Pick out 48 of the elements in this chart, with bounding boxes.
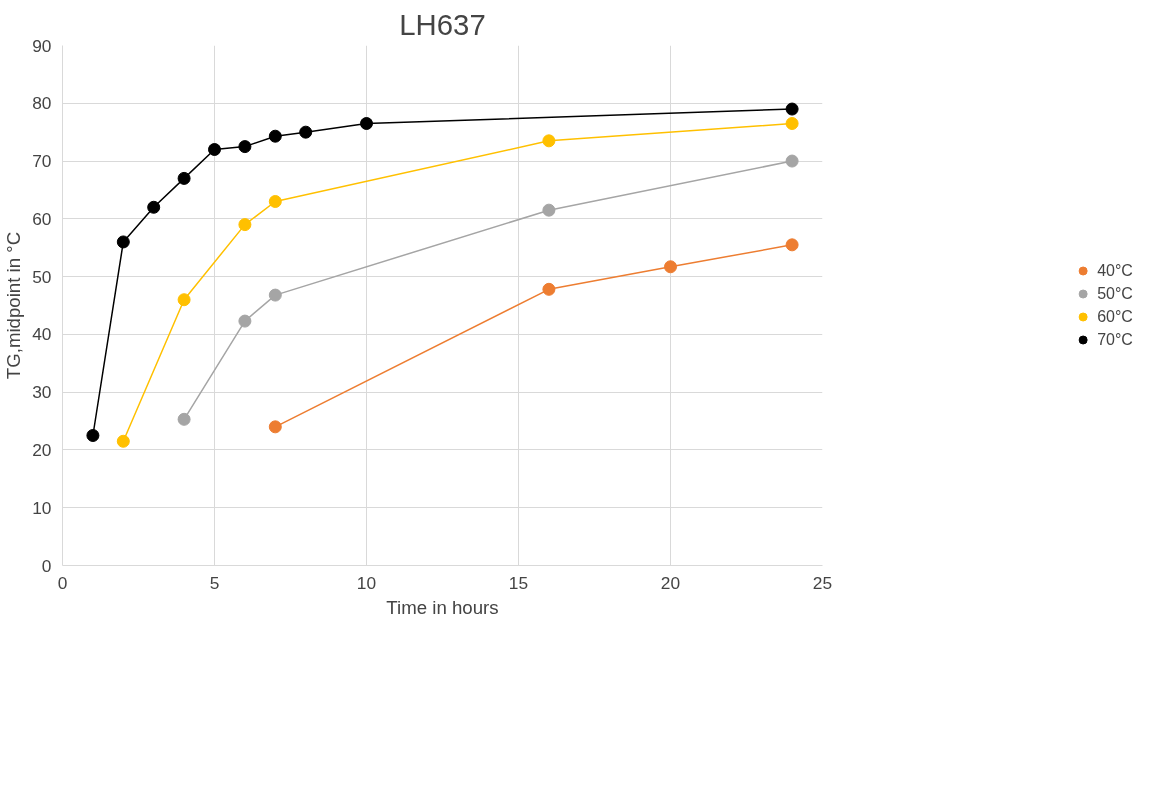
point <box>268 288 282 302</box>
point <box>299 125 313 139</box>
point <box>238 218 252 232</box>
point <box>208 143 221 156</box>
point <box>664 260 677 274</box>
point <box>116 434 130 448</box>
point <box>147 200 161 214</box>
y-tick-label: 20 <box>32 439 52 460</box>
legend-label: 40°C <box>1097 261 1133 280</box>
point <box>177 293 191 307</box>
point <box>268 129 282 143</box>
legend-label: 70°C <box>1097 330 1133 349</box>
y-tick-label: 50 <box>32 266 52 287</box>
point <box>116 235 130 249</box>
point <box>268 420 282 434</box>
y-tick-label: 70 <box>32 151 52 172</box>
point <box>785 117 799 130</box>
point <box>86 429 100 442</box>
y-tick-label: 60 <box>32 208 52 229</box>
point <box>238 314 252 328</box>
point <box>785 154 799 168</box>
point <box>785 238 799 252</box>
point <box>785 102 799 116</box>
x-axis-title: Time in hours <box>386 596 499 618</box>
point <box>238 140 252 154</box>
x-tick-label: 25 <box>812 572 833 593</box>
legend-label: 50°C <box>1097 284 1133 303</box>
legend-label: 60°C <box>1097 307 1133 326</box>
point <box>268 195 282 208</box>
x-tick-label: 20 <box>660 572 681 593</box>
point <box>360 117 373 130</box>
x-tick-label: 5 <box>209 572 220 593</box>
x-tick-label: 10 <box>356 572 377 593</box>
y-tick-label: 80 <box>32 93 52 114</box>
y-tick-label: 10 <box>32 497 52 518</box>
y-axis-title: TG,midpoint in °C <box>3 231 25 380</box>
point <box>542 282 556 296</box>
chart-title: LH637 <box>399 7 486 41</box>
x-tick-label: 15 <box>508 572 529 593</box>
y-tick-label: 90 <box>32 35 52 56</box>
point <box>177 171 191 185</box>
x-tick-label: 0 <box>57 572 68 593</box>
y-tick-label: 40 <box>32 324 52 345</box>
point <box>542 134 556 148</box>
point <box>177 412 191 426</box>
y-tick-label: 0 <box>41 555 52 576</box>
point <box>542 203 556 217</box>
y-tick-label: 30 <box>32 382 52 403</box>
